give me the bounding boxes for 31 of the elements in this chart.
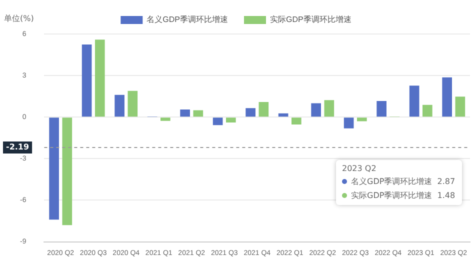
legend-label: 实际GDP季调环比增速 (270, 15, 352, 24)
bar (409, 86, 420, 117)
legend-label: 名义GDP季调环比增速 (146, 15, 228, 24)
bar (292, 118, 302, 124)
annotation: 名义GDP季调环比增速 2.87 (351, 176, 456, 187)
bar (114, 94, 124, 117)
bar (442, 77, 452, 117)
bar (376, 101, 386, 117)
bar (226, 118, 236, 123)
bar (49, 118, 59, 220)
ref-line-label: -2.19 (6, 142, 30, 152)
bar (180, 110, 190, 117)
bar (82, 44, 92, 117)
bar (128, 90, 138, 117)
bar (278, 113, 288, 117)
bar (62, 118, 72, 226)
bar (258, 102, 269, 117)
annotation: 2023 Q2 (342, 164, 376, 173)
bar (94, 40, 105, 117)
annotation: 实际GDP季调环比增速 1.48 (351, 190, 456, 201)
bar (311, 103, 321, 117)
bar (455, 96, 466, 117)
bar (422, 104, 432, 117)
bar (357, 118, 367, 122)
bar (324, 100, 334, 117)
bar (212, 118, 223, 126)
bar (160, 118, 170, 121)
bar (246, 108, 256, 117)
bar (193, 110, 204, 117)
bar (344, 118, 354, 128)
y-axis-title: 单位(%) (4, 14, 34, 24)
